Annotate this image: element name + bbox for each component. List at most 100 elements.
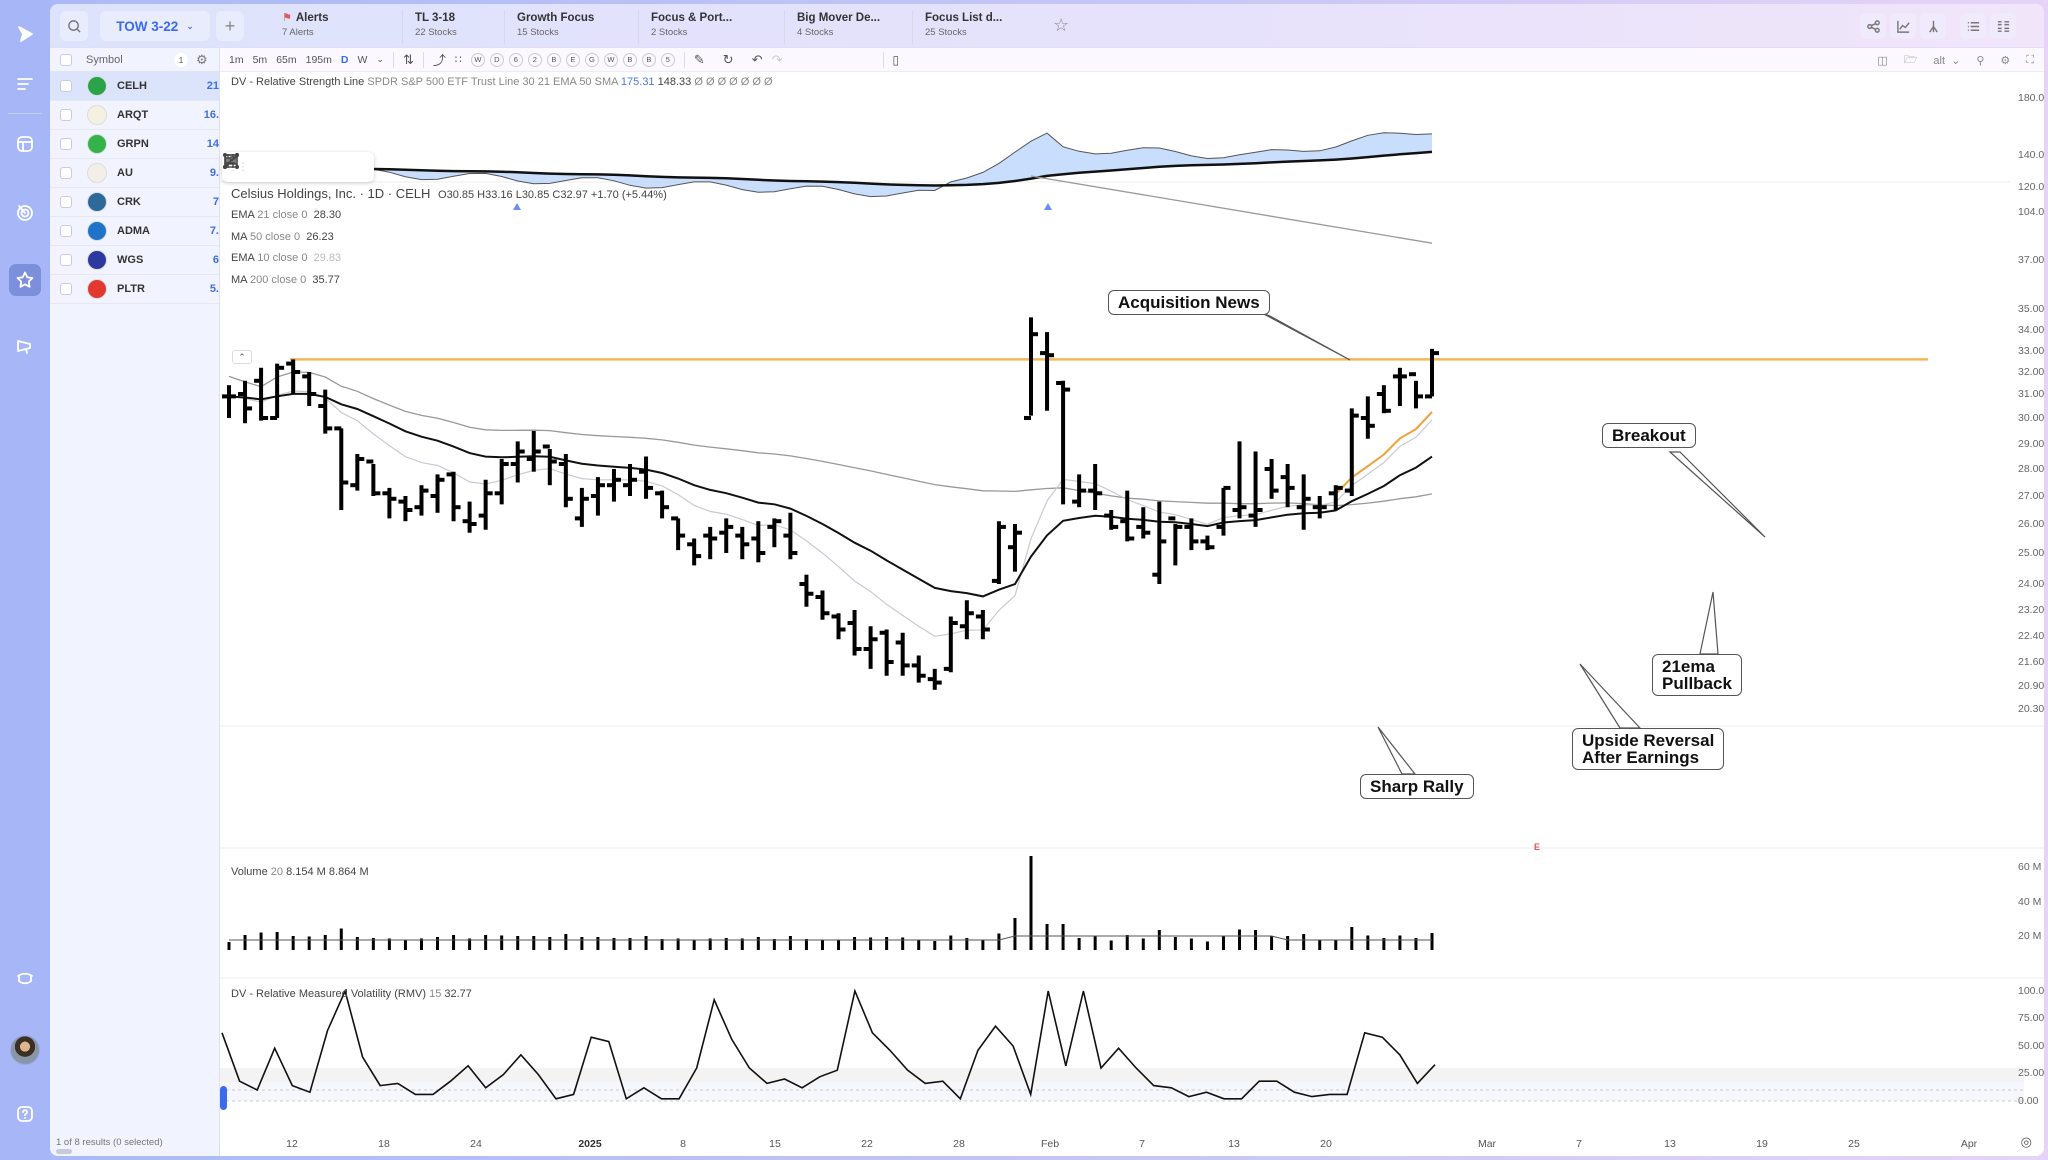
undo-icon[interactable]: ↶	[751, 51, 763, 67]
rmv-title: DV - Relative Measured Volatility (RMV)	[231, 988, 427, 1000]
interval-5m[interactable]: 5m	[252, 53, 268, 66]
watchlist-tab-5[interactable]: Big Mover De... 4 Stocks	[784, 10, 892, 44]
chart-canvas[interactable]	[220, 72, 2044, 1156]
select-all-checkbox[interactable]	[60, 53, 72, 66]
watchlist-row-grpn[interactable]: GRPN 14	[50, 130, 219, 159]
add-favorite-star-icon[interactable]: ☆	[1053, 15, 1070, 35]
symbol-column-header[interactable]: Symbol	[86, 53, 123, 66]
redo-icon[interactable]: ↷	[771, 51, 783, 67]
indicator-toggle-2[interactable]: 6	[508, 52, 523, 67]
study-legend-2[interactable]: EMA 10 close 0 29.83	[231, 252, 341, 264]
folder-icon[interactable]: 🗁	[1903, 53, 1918, 66]
templates-icon[interactable]: ∷	[454, 54, 462, 66]
grid-view-icon[interactable]	[1990, 13, 2016, 39]
menu-icon[interactable]	[9, 68, 41, 100]
watchlist-select[interactable]: TOW 3-22 ⌄	[100, 11, 210, 41]
user-avatar[interactable]	[10, 1035, 40, 1065]
price-axis-label: 32.00	[2018, 366, 2044, 378]
watchlist-tab-1[interactable]: ⚑ Alerts 7 Alerts	[270, 10, 340, 44]
row-checkbox[interactable]	[60, 254, 72, 266]
study-legend-0[interactable]: EMA 21 close 0 28.30	[231, 209, 341, 221]
chart-settings-gear-icon[interactable]: ⚙	[2000, 54, 2011, 67]
callout-upside-reversal[interactable]: Upside Reversal After Earnings	[1572, 728, 1725, 770]
watchlist-row-celh[interactable]: CELH 21	[50, 72, 219, 101]
indicators-icon[interactable]: ⤴	[432, 53, 446, 68]
interval-1m[interactable]: 1m	[229, 53, 244, 66]
indicator-toggle-9[interactable]: B	[641, 52, 656, 67]
indicator-toggle-7[interactable]: W	[603, 52, 618, 67]
logo-play-icon[interactable]	[9, 18, 41, 50]
row-checkbox[interactable]	[60, 283, 72, 295]
row-checkbox[interactable]	[60, 196, 72, 208]
help-icon[interactable]	[9, 1098, 41, 1130]
indicator-toggle-8[interactable]: B	[622, 52, 637, 67]
list-view-icon[interactable]	[1960, 13, 1986, 39]
fullscreen-icon[interactable]: ⛶	[2026, 53, 2034, 66]
row-checkbox[interactable]	[60, 138, 72, 150]
indicator-toggle-1[interactable]: D	[489, 52, 504, 67]
zoom-search-icon[interactable]: ⚲	[1976, 54, 1985, 67]
search-button[interactable]	[60, 11, 88, 41]
callout-tool-icon[interactable]	[224, 154, 338, 177]
collapse-legend-button[interactable]: ⌃	[232, 350, 252, 364]
pencil-icon[interactable]: ✎	[693, 51, 705, 67]
rmv-legend: DV - Relative Measured Volatility (RMV) …	[231, 988, 472, 1000]
study-legend-3[interactable]: MA 200 close 0 35.77	[231, 274, 340, 286]
add-list-button[interactable]: +	[216, 11, 244, 41]
watchlist-tab-3[interactable]: Growth Focus 15 Stocks	[504, 10, 606, 44]
axis-settings-icon[interactable]: ◎	[2020, 1134, 2032, 1149]
callout-breakout[interactable]: Breakout	[1602, 423, 1696, 448]
indicator-toggle-4[interactable]: B	[546, 52, 561, 67]
expand-panel-handle[interactable]	[220, 1086, 227, 1110]
bar-style-icon[interactable]: ⇅	[402, 51, 414, 67]
gear-icon[interactable]: ⚙	[196, 52, 208, 67]
alt-symbol-select[interactable]: alt ⌄	[1933, 54, 1961, 67]
refresh-icon[interactable]: ↻	[722, 51, 734, 67]
watchlist-row-crk[interactable]: CRK 7	[50, 188, 219, 217]
megaphone-icon[interactable]	[9, 330, 41, 362]
callout-acquisition-news[interactable]: Acquisition News	[1108, 290, 1270, 315]
bar-pattern-tool-icon[interactable]	[223, 154, 368, 177]
row-checkbox[interactable]	[60, 225, 72, 237]
horizontal-scrollbar[interactable]	[56, 1149, 72, 1154]
divider	[882, 51, 884, 68]
watchlist-row-adma[interactable]: ADMA 7.	[50, 217, 219, 246]
interval-dropdown-chevron-icon[interactable]: ⌄	[376, 54, 384, 64]
indicator-toggle-6[interactable]: G	[584, 52, 599, 67]
watchlist-tab-4[interactable]: Focus & Port... 2 Stocks	[638, 10, 744, 44]
layout-panel-icon[interactable]: ◫	[1877, 54, 1888, 67]
interval-D[interactable]: D	[340, 53, 349, 66]
trendline-tool-icon[interactable]	[223, 153, 308, 177]
watchlist-tab-6[interactable]: Focus List d... 25 Stocks	[912, 10, 1014, 44]
indicator-toggle-5[interactable]: E	[565, 52, 580, 67]
interval-65m[interactable]: 65m	[276, 53, 297, 66]
watchlist-tab-2[interactable]: TL 3-18 22 Stocks	[402, 10, 469, 44]
indicator-toggle-3[interactable]: 2	[527, 52, 542, 67]
chart-area[interactable]: DV - Relative Strength Line SPDR S&P 500…	[220, 72, 2044, 1156]
watchlist-row-wgs[interactable]: WGS 6	[50, 246, 219, 275]
row-checkbox[interactable]	[60, 167, 72, 179]
watchlist-row-arqt[interactable]: ARQT 16.	[50, 101, 219, 130]
indicator-toggle-0[interactable]: W	[470, 52, 485, 67]
callout-sharp-rally[interactable]: Sharp Rally	[1360, 774, 1474, 799]
rectangle-tool-icon[interactable]	[223, 153, 278, 177]
share-icon[interactable]	[1860, 13, 1886, 39]
row-checkbox[interactable]	[60, 80, 72, 92]
indicator-toggle-10[interactable]: 5	[660, 52, 675, 67]
graduation-cap-icon[interactable]	[9, 962, 41, 994]
watchlist-row-au[interactable]: AU 9.	[50, 159, 219, 188]
study-legend-1[interactable]: MA 50 close 0 26.23	[231, 231, 334, 243]
interval-W[interactable]: W	[357, 53, 368, 66]
line-chart-icon[interactable]	[1890, 13, 1916, 39]
watchlist-row-pltr[interactable]: PLTR 5.	[50, 275, 219, 304]
row-checkbox[interactable]	[60, 109, 72, 121]
compare-icon[interactable]	[1920, 13, 1946, 39]
star-icon[interactable]	[9, 264, 41, 296]
layout-icon[interactable]	[9, 128, 41, 160]
interval-195m[interactable]: 195m	[305, 53, 332, 66]
callout-21ema-pullback[interactable]: 21ema Pullback	[1652, 654, 1742, 696]
radar-icon[interactable]	[9, 196, 41, 228]
earnings-marker[interactable]: E	[1534, 842, 1541, 852]
mouse-icon[interactable]: ▯	[892, 52, 900, 67]
